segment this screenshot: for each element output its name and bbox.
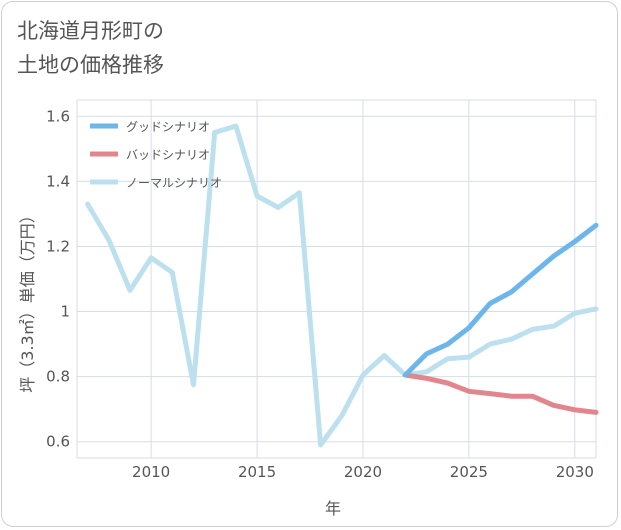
series-line-2: [85, 123, 599, 448]
x-tick-label: 2010: [132, 463, 170, 481]
chart-title: 北海道月形町の 土地の価格推移: [17, 14, 164, 82]
x-tick-label: 2015: [238, 463, 276, 481]
grid-lines: [77, 100, 596, 458]
series-layer: [85, 123, 599, 448]
y-tick-label: 1.4: [46, 172, 70, 190]
series-line-1: [402, 372, 599, 415]
title-line-1: 北海道月形町の: [17, 19, 164, 43]
series-line-0: [402, 222, 599, 378]
y-tick-label: 0.8: [46, 368, 70, 386]
legend-label-1: バッドシナリオ: [126, 148, 210, 162]
tick-labels: 2010 2015 2020 2025 2030 0.6 0.8 1 1.2 1.4 1.6: [46, 107, 594, 481]
y-tick-label: 0.6: [46, 433, 70, 451]
y-tick-label: 1: [60, 303, 70, 321]
legend-label-2: ノーマルシナリオ: [126, 176, 222, 190]
x-axis-label: 年: [325, 499, 341, 518]
x-tick-label: 2030: [556, 463, 594, 481]
y-tick-label: 1.2: [46, 237, 70, 255]
x-tick-label: 2025: [450, 463, 488, 481]
x-tick-label: 2020: [344, 463, 382, 481]
title-line-2: 土地の価格推移: [17, 53, 164, 77]
y-tick-label: 1.6: [46, 107, 70, 125]
y-axis-label: 坪（3.3㎡）単価（万円）: [18, 207, 37, 392]
legend-label-0: グッドシナリオ: [126, 120, 210, 134]
